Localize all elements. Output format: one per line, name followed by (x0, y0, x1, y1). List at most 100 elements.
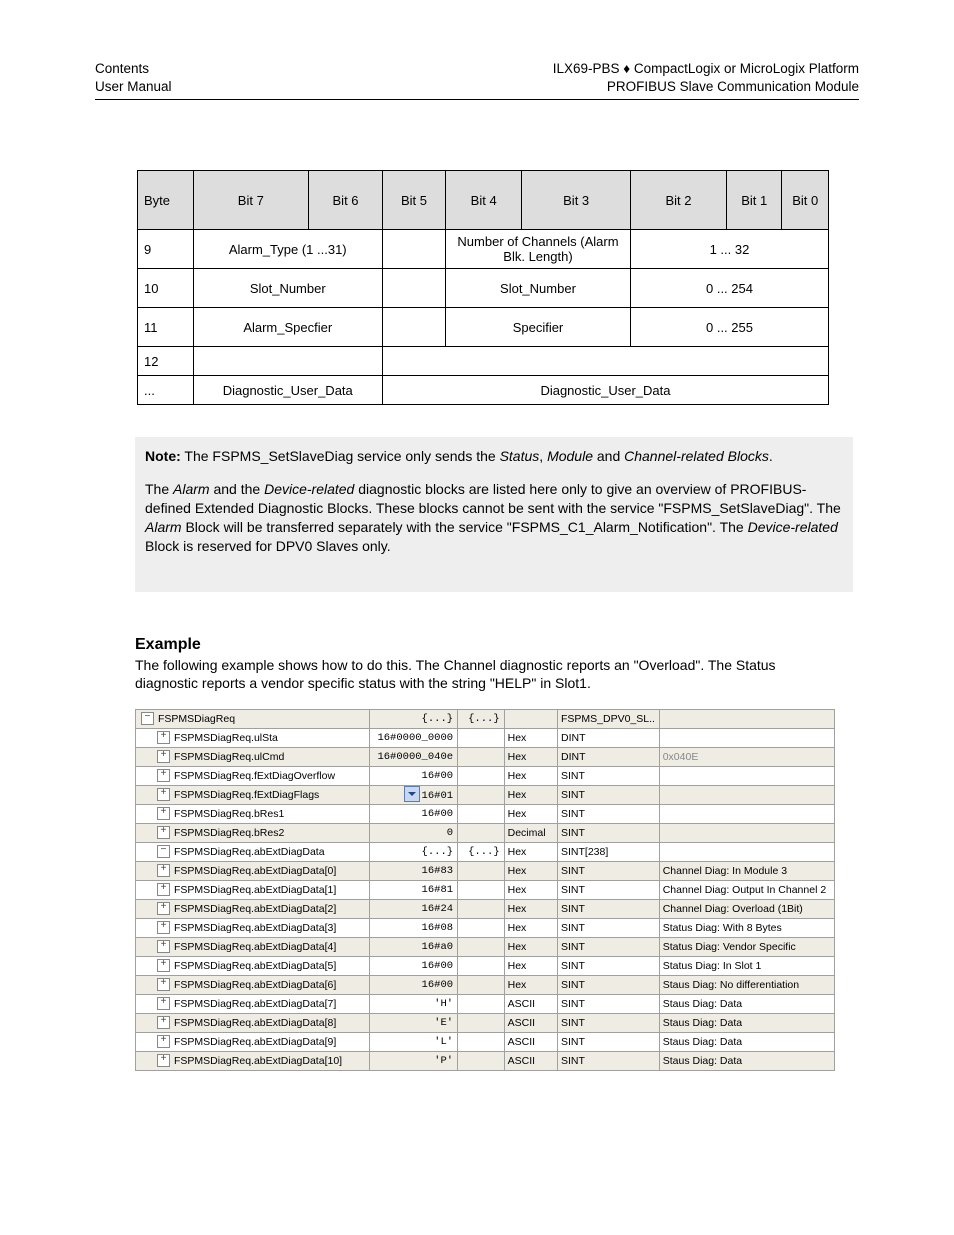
grid-cell-value[interactable]: 16#0000_040e (369, 748, 457, 767)
grid-cell-value[interactable]: 16#00 (369, 767, 457, 786)
grid-tag-name: FSPMSDiagReq.bRes1 (174, 808, 284, 820)
tree-expand-icon[interactable]: + (157, 997, 170, 1010)
grid-row: +FSPMSDiagReq.fExtDiagOverflow16#00HexSI… (136, 767, 835, 786)
grid-tag-name: FSPMSDiagReq (158, 713, 235, 725)
grid-cell-type: SINT[238] (557, 843, 659, 862)
grid-cell-description (659, 729, 834, 748)
bits-table-cell (382, 347, 828, 376)
note-i1: Status (500, 448, 540, 464)
bits-hdr-bit5: Bit 5 (382, 171, 445, 230)
grid-cell-value[interactable]: 16#00 (369, 957, 457, 976)
bits-table-cell: 12 (138, 347, 194, 376)
grid-cell-name: +FSPMSDiagReq.abExtDiagData[7] (136, 995, 370, 1014)
grid-cell-value[interactable]: 'E' (369, 1014, 457, 1033)
grid-cell-value[interactable]: 16#81 (369, 881, 457, 900)
tree-expand-icon[interactable]: + (157, 902, 170, 915)
grid-cell-type: SINT (557, 1033, 659, 1052)
grid-cell-value[interactable]: 16#24 (369, 900, 457, 919)
tree-expand-icon[interactable]: + (157, 864, 170, 877)
grid-cell-value[interactable]: {...} (369, 843, 457, 862)
bits-hdr-bit2: Bit 2 (630, 171, 726, 230)
tree-expand-icon[interactable]: + (157, 731, 170, 744)
grid-cell-name: +FSPMSDiagReq.fExtDiagOverflow (136, 767, 370, 786)
grid-tag-name: FSPMSDiagReq.abExtDiagData[5] (174, 960, 336, 972)
grid-cell-value[interactable]: 0 (369, 824, 457, 843)
grid-cell-description: Staus Diag: Data (659, 1033, 834, 1052)
bits-table-cell (382, 269, 445, 308)
bits-table-cell: Diagnostic_User_Data (193, 376, 382, 405)
grid-cell-type: SINT (557, 900, 659, 919)
grid-cell-style: Hex (504, 805, 557, 824)
grid-row: +FSPMSDiagReq.abExtDiagData[7]'H'ASCIISI… (136, 995, 835, 1014)
grid-cell-value[interactable]: 'L' (369, 1033, 457, 1052)
grid-cell-forcemask (458, 862, 505, 881)
grid-row: +FSPMSDiagReq.abExtDiagData[9]'L'ASCIISI… (136, 1033, 835, 1052)
bits-table-cell: 0 ... 254 (630, 269, 828, 308)
grid-cell-value[interactable]: {...} (369, 710, 457, 729)
tree-expand-icon[interactable]: + (157, 788, 170, 801)
grid-cell-forcemask (458, 995, 505, 1014)
grid-cell-description: Status Diag: In Slot 1 (659, 957, 834, 976)
bits-hdr-bit7: Bit 7 (193, 171, 309, 230)
grid-cell-style: Decimal (504, 824, 557, 843)
grid-cell-forcemask (458, 957, 505, 976)
bits-table-row: 9Alarm_Type (1 ...31)Number of Channels … (138, 230, 829, 269)
tree-collapse-icon[interactable]: − (157, 845, 170, 858)
grid-cell-description (659, 843, 834, 862)
grid-cell-value[interactable]: 16#0000_0000 (369, 729, 457, 748)
grid-row: +FSPMSDiagReq.bRes20DecimalSINT (136, 824, 835, 843)
grid-cell-forcemask (458, 767, 505, 786)
grid-row: +FSPMSDiagReq.ulCmd16#0000_040eHexDINT0x… (136, 748, 835, 767)
bits-table-row: ...Diagnostic_User_DataDiagnostic_User_D… (138, 376, 829, 405)
tree-expand-icon[interactable]: + (157, 807, 170, 820)
bits-table-cell: ... (138, 376, 194, 405)
tree-collapse-icon[interactable]: − (141, 712, 154, 725)
grid-row: +FSPMSDiagReq.abExtDiagData[8]'E'ASCIISI… (136, 1014, 835, 1033)
dropdown-icon[interactable] (404, 786, 420, 802)
grid-cell-value[interactable]: 16#83 (369, 862, 457, 881)
grid-cell-description: Staus Diag: Data (659, 1052, 834, 1071)
grid-cell-value[interactable]: 16#08 (369, 919, 457, 938)
grid-row: −FSPMSDiagReq{...}{...}FSPMS_DPV0_SL.. (136, 710, 835, 729)
tree-expand-icon[interactable]: + (157, 826, 170, 839)
grid-cell-type: SINT (557, 995, 659, 1014)
grid-row: +FSPMSDiagReq.abExtDiagData[1]16#81HexSI… (136, 881, 835, 900)
example-paragraph: The following example shows how to do th… (135, 656, 835, 694)
grid-cell-value[interactable]: 16#01 (369, 786, 457, 805)
grid-cell-style: ASCII (504, 1052, 557, 1071)
grid-cell-name: +FSPMSDiagReq.abExtDiagData[0] (136, 862, 370, 881)
note-line1-pre: The FSPMS_SetSlaveDiag service only send… (181, 448, 500, 464)
tree-expand-icon[interactable]: + (157, 769, 170, 782)
grid-cell-value[interactable]: 16#00 (369, 805, 457, 824)
tree-expand-icon[interactable]: + (157, 940, 170, 953)
grid-cell-forcemask (458, 824, 505, 843)
grid-cell-value[interactable]: 'H' (369, 995, 457, 1014)
grid-cell-value[interactable]: 16#00 (369, 976, 457, 995)
grid-cell-value[interactable]: 'P' (369, 1052, 457, 1071)
grid-tag-name: FSPMSDiagReq.abExtDiagData[8] (174, 1017, 336, 1029)
grid-cell-type: DINT (557, 729, 659, 748)
grid-cell-type: SINT (557, 767, 659, 786)
grid-cell-forcemask: {...} (458, 843, 505, 862)
grid-tag-name: FSPMSDiagReq.ulSta (174, 732, 278, 744)
grid-tag-name: FSPMSDiagReq.abExtDiagData[2] (174, 903, 336, 915)
grid-row: +FSPMSDiagReq.fExtDiagFlags16#01HexSINT (136, 786, 835, 805)
tree-expand-icon[interactable]: + (157, 750, 170, 763)
bits-table-row: 12 (138, 347, 829, 376)
grid-cell-description: Staus Diag: No differentiation (659, 976, 834, 995)
tree-expand-icon[interactable]: + (157, 1054, 170, 1067)
tree-expand-icon[interactable]: + (157, 1035, 170, 1048)
grid-row: +FSPMSDiagReq.abExtDiagData[5]16#00HexSI… (136, 957, 835, 976)
tree-expand-icon[interactable]: + (157, 978, 170, 991)
tree-expand-icon[interactable]: + (157, 1016, 170, 1029)
tree-expand-icon[interactable]: + (157, 921, 170, 934)
grid-cell-type: SINT (557, 1014, 659, 1033)
grid-cell-type: SINT (557, 824, 659, 843)
grid-cell-description: 0x040E (659, 748, 834, 767)
grid-cell-value[interactable]: 16#a0 (369, 938, 457, 957)
tree-expand-icon[interactable]: + (157, 959, 170, 972)
tree-expand-icon[interactable]: + (157, 883, 170, 896)
grid-cell-type: SINT (557, 805, 659, 824)
bits-table-cell: Slot_Number (193, 269, 382, 308)
grid-cell-name: + FSPMSDiagReq.bRes1 (136, 805, 370, 824)
